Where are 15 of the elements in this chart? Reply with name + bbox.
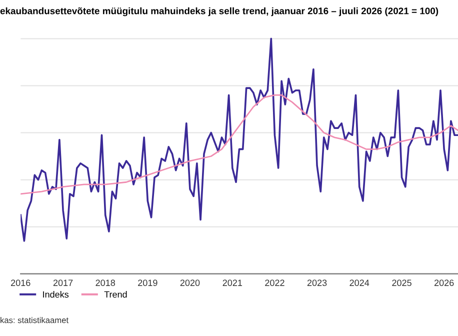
legend-label: Trend (104, 291, 127, 298)
x-tick-label: 2020 (180, 280, 200, 286)
x-tick-label: 2018 (96, 280, 115, 286)
x-tick-label: 2021 (222, 280, 242, 286)
x-tick-label: 2016 (11, 280, 30, 286)
x-tick-label: 2026 (434, 280, 454, 286)
x-tick-label: 2017 (53, 280, 73, 286)
legend-label: Indeks (43, 291, 69, 298)
chart-title: ekaubandusettevõtete müügitulu mahuindeks ja selle trend, jaanuar 2016 – juuli 2026 (2021 = 100) (0, 7, 438, 16)
x-tick-label: 2023 (307, 280, 327, 286)
text: kas: statistikaamet (0, 316, 68, 324)
x-tick-label: 2024 (350, 280, 370, 286)
x-tick-label: 2025 (392, 280, 412, 286)
x-tick-label: 2019 (138, 280, 158, 286)
x-tick-label: 2022 (265, 280, 284, 286)
